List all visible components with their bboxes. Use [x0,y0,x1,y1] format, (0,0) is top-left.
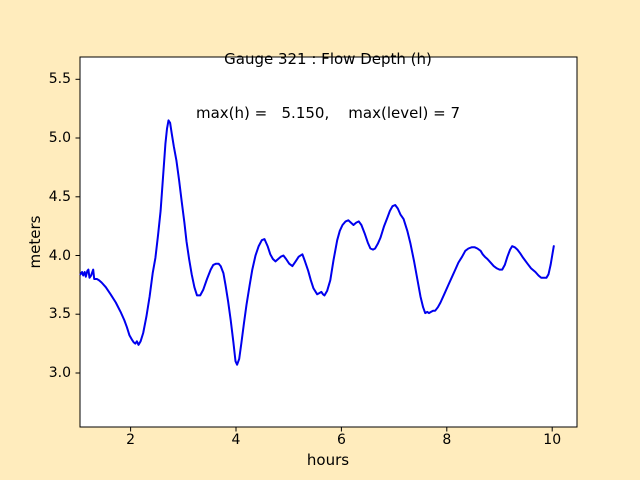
x-tick-label: 10 [543,432,562,448]
chart-subtitle: max(h) = 5.150, max(level) = 7 [195,104,461,122]
y-tick-label: 5.5 [48,71,71,88]
y-tick-label: 4.5 [48,188,71,205]
chart-title-block: Gauge 321 : Flow Depth (h) max(h) = 5.15… [196,14,460,158]
x-tick-label: 6 [336,432,346,448]
x-axis-label: hours [306,451,350,469]
x-tick-label: 2 [126,432,136,448]
y-axis-label: meters [26,215,44,269]
x-tick-label: 8 [442,432,452,448]
chart-title: Gauge 321 : Flow Depth (h) [224,50,432,68]
x-tick-label: 4 [231,432,241,448]
y-tick-label: 5.0 [48,130,71,147]
y-tick-label: 4.0 [48,247,71,264]
y-tick-label: 3.0 [48,364,71,381]
y-tick-label: 3.5 [48,306,71,323]
